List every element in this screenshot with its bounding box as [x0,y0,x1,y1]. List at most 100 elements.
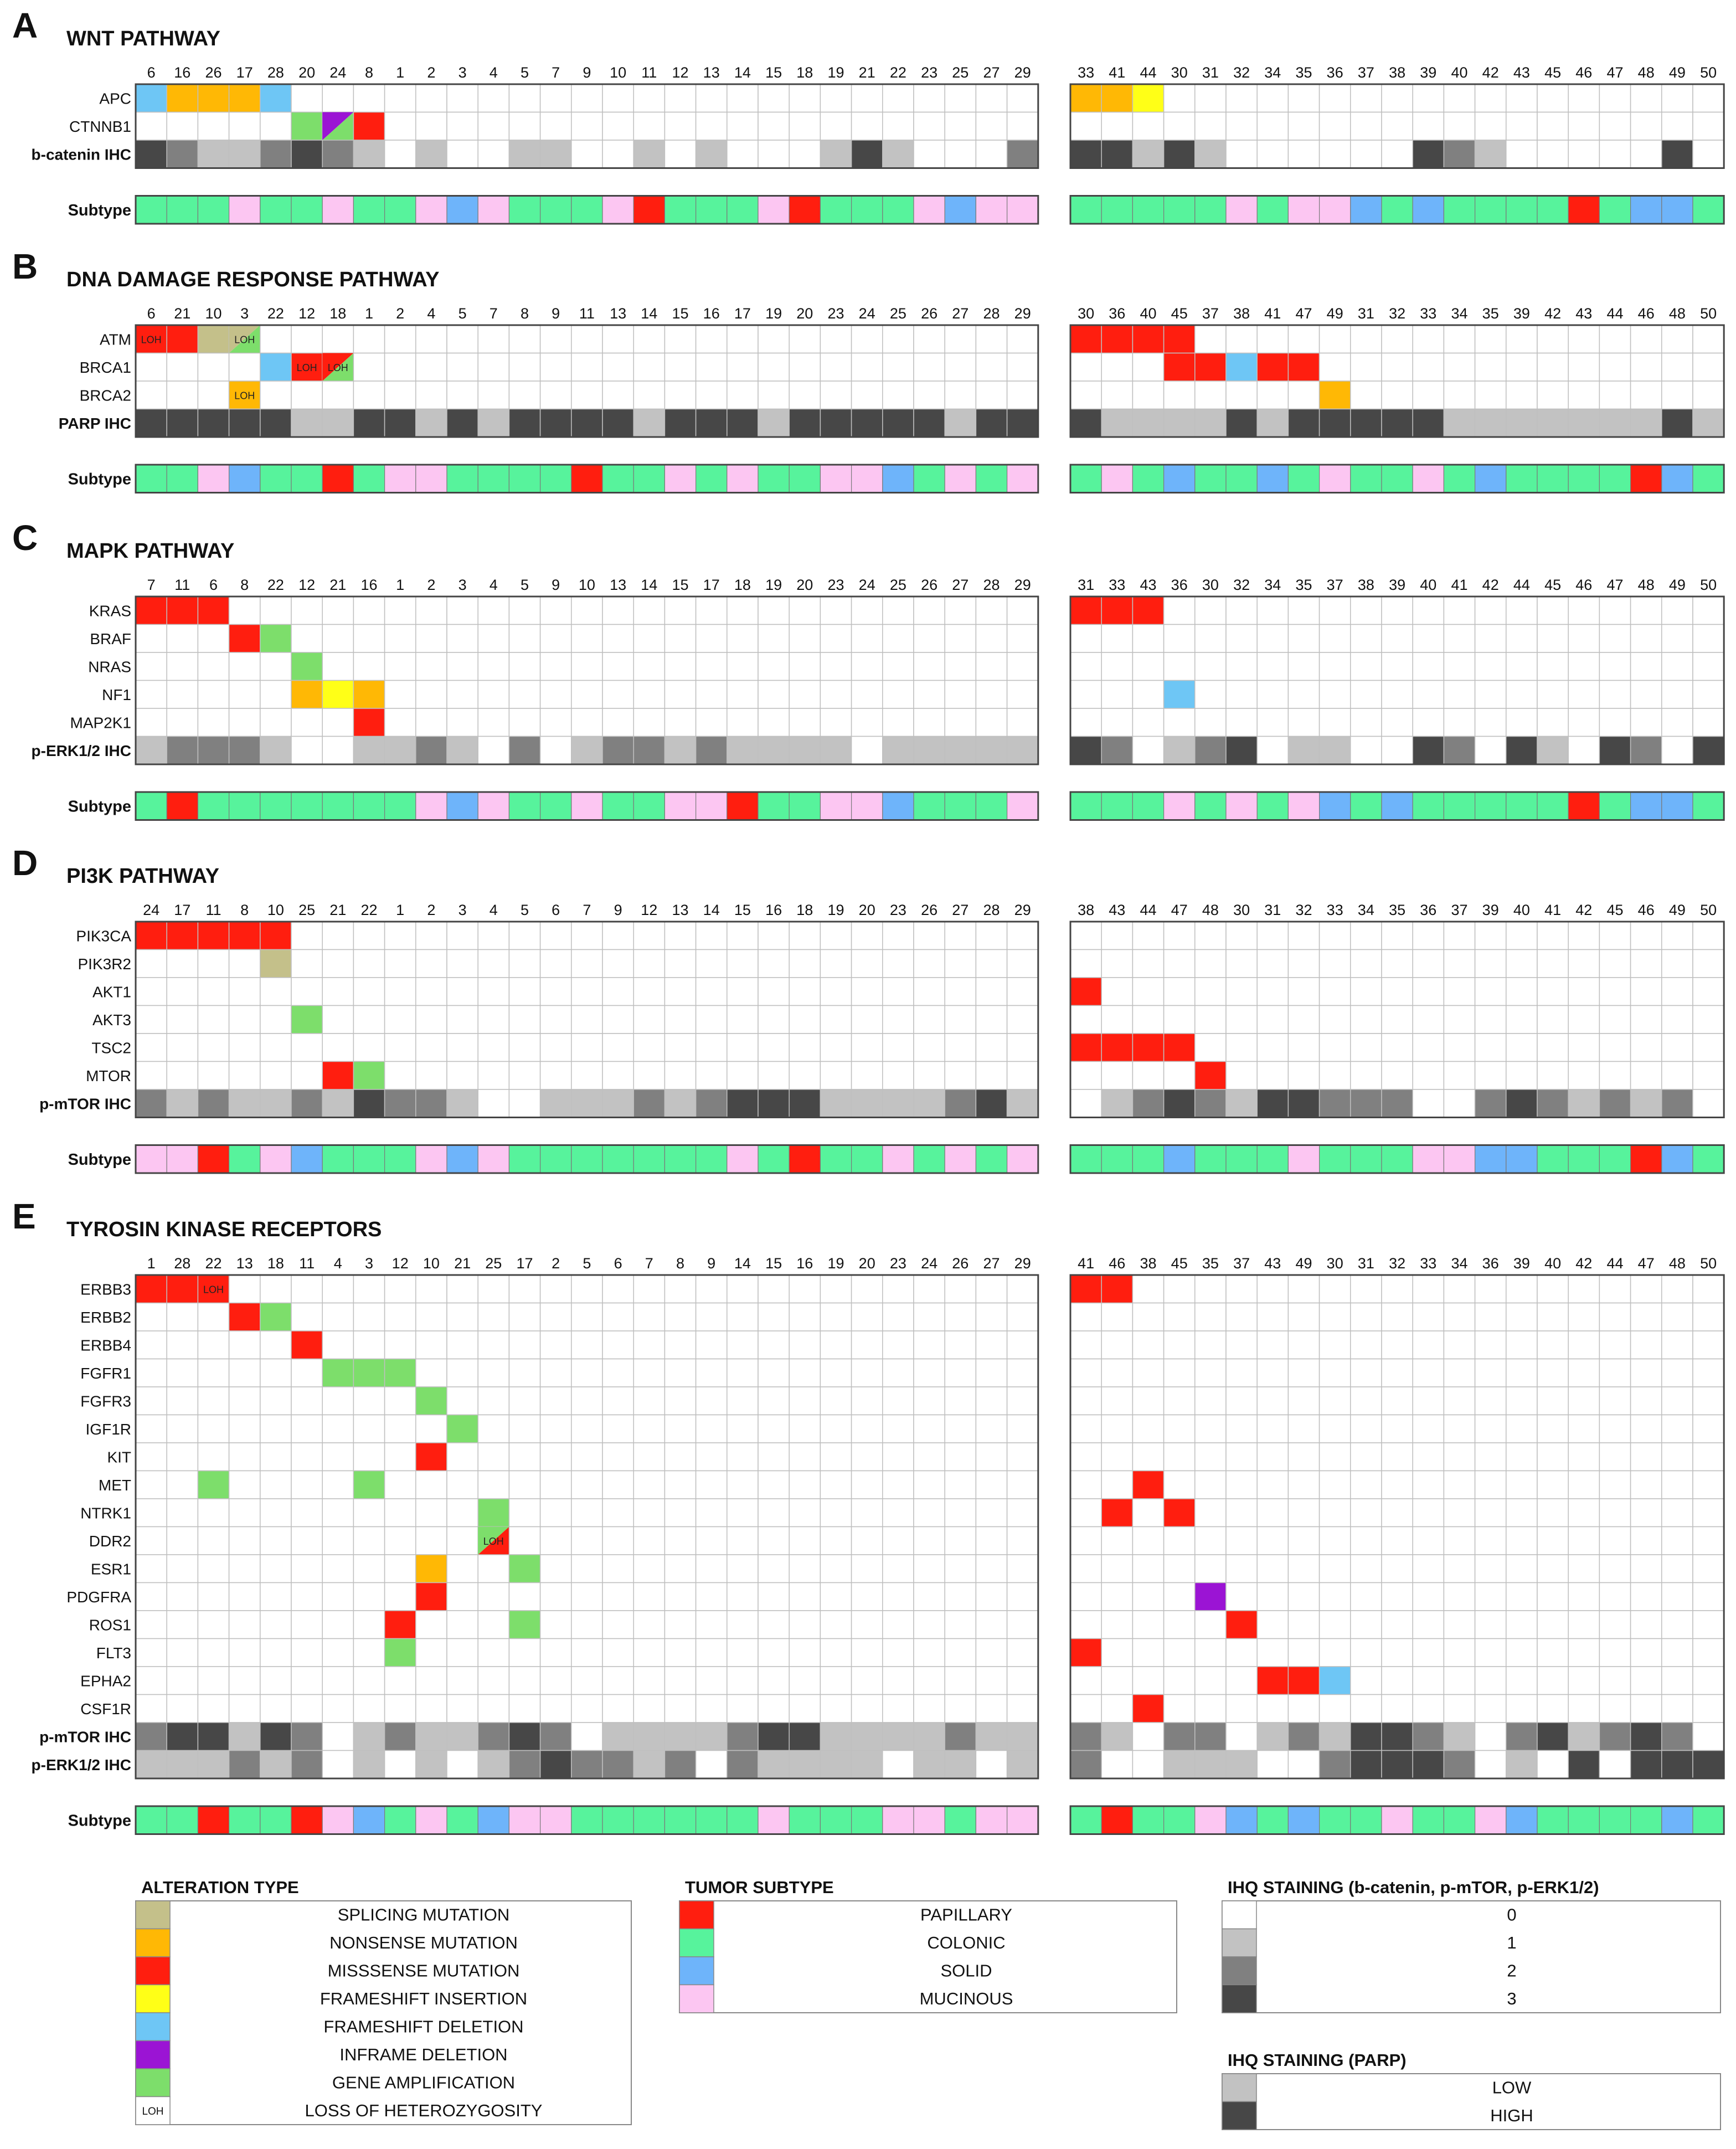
cell-erbb4-10 [415,1330,447,1360]
cell-erbb2-50 [1692,1302,1724,1331]
cell-mtor-20 [851,1061,883,1090]
cell-flt3-18 [260,1638,292,1667]
case-number-label: 35 [1389,902,1405,918]
cell-pik3r2-50 [1692,949,1724,978]
cell-apc-9 [571,84,603,113]
case-number-label: 10 [267,902,284,918]
cell-p-erk1-2-ihc-18 [260,1750,292,1779]
cell-nf1-4 [477,680,510,709]
cell-parp-ihc-49 [1318,408,1351,438]
cell-ddr2-21 [446,1526,478,1555]
cell-kit-26 [944,1442,977,1472]
cell-p-erk1-2-ihc-38 [1132,1750,1165,1779]
cell-igf1r-25 [477,1414,510,1443]
case-number-label: 11 [205,902,221,918]
cell-atm-23 [820,325,852,354]
cell-ntrk1-41 [1070,1498,1102,1528]
cell-ctnnb1-47 [1599,111,1631,141]
cell-met-9 [695,1470,728,1499]
cell-brca2-14 [633,381,666,410]
cell-fgfr3-32 [1381,1386,1413,1416]
cell-ctnnb1-29 [1006,111,1039,141]
subtype-cell-4 [477,791,510,821]
cell-nf1-32 [1225,680,1258,709]
cell-ntrk1-45 [1163,1498,1196,1528]
cell-kras-35 [1287,596,1320,625]
cell-erbb4-44 [1599,1330,1631,1360]
cell-ctnnb1-38 [1381,111,1413,141]
cell-parp-ihc-12 [291,408,323,438]
cell-ddr2-1 [135,1526,167,1555]
subtype-cell-27 [944,1144,976,1174]
cell-csf1r-29 [1006,1694,1039,1723]
cell-pdgfra-10 [415,1582,447,1611]
subtype-cell-31 [1070,791,1102,821]
cell-kit-41 [1070,1442,1102,1472]
cell-pik3r2-6 [539,949,572,978]
cell-ntrk1-14 [727,1498,759,1528]
cell-flt3-44 [1599,1638,1631,1667]
cell-tsc2-21 [322,1033,354,1062]
cell-pdgfra-28 [166,1582,199,1611]
cell-flt3-38 [1132,1638,1165,1667]
grid-border [135,324,1039,438]
case-number-label: 14 [734,64,751,81]
cell-p-erk1-2-ihc-25 [882,736,914,765]
subtype-cell-21 [322,1144,354,1174]
cell-p-erk1-2-ihc-6 [197,736,230,765]
cell-kras-27 [944,596,977,625]
cell-pdgfra-13 [228,1582,261,1611]
cell-pik3r2-46 [1630,949,1662,978]
cell-brca2-26 [913,381,945,410]
cell-braf-8 [228,624,261,653]
cell-met-47 [1630,1470,1662,1499]
cell-erbb4-3 [353,1330,385,1360]
cell-p-mtor-ihc-47 [1163,1089,1196,1118]
subtype-cell-50 [1692,1144,1724,1174]
subtype-cell-39 [1381,791,1413,821]
case-number-label: 47 [1638,1255,1655,1272]
cell-esr1-10 [415,1554,447,1584]
grid-block-right: 31 33 43 36 30 32 34 35 37 38 39 40 41 42 44 45 46 47 48 49… [1069,577,1725,821]
cell-braf-45 [1537,624,1569,653]
cell-p-mtor-ihc-42 [1568,1722,1600,1751]
cell-csf1r-26 [944,1694,977,1723]
cell-ros1-6 [602,1610,634,1639]
subtype-cell-47 [1163,1144,1196,1174]
cell-csf1r-27 [975,1694,1008,1723]
cell-kit-12 [384,1442,416,1472]
cell-kit-8 [664,1442,697,1472]
subtype-cell-49 [1287,1806,1320,1835]
cell-met-16 [789,1470,821,1499]
legend-swatch-missense [135,1956,171,1986]
cell-igf1r-37 [1225,1414,1258,1443]
cell-nf1-48 [1630,680,1662,709]
cell-brca2-1 [353,381,385,410]
cell-ros1-40 [1537,1610,1569,1639]
case-number-label: 25 [890,577,906,593]
cell-b-catenin-ihc-29 [1006,140,1039,169]
cell-tsc2-32 [1287,1033,1320,1062]
cell-mtor-27 [944,1061,977,1090]
cell-csf1r-43 [1256,1694,1289,1723]
case-number-label: 19 [827,1255,844,1272]
cell-csf1r-15 [758,1694,790,1723]
case-number-label: 1 [396,902,404,918]
cell-esr1-21 [446,1554,478,1584]
subtype-cell-16 [695,464,728,493]
cell-fgfr1-45 [1163,1358,1196,1387]
case-number-label: 26 [921,577,937,593]
legend-swatch-loh [135,2096,171,2125]
case-number-label: 7 [147,577,156,593]
panel-title: MAPK PATHWAY [66,539,234,563]
cell-erbb2-28 [166,1302,199,1331]
cell-atm-33 [1412,325,1445,354]
cell-p-erk1-2-ihc-29 [1006,1750,1039,1779]
case-number-label: 47 [1606,64,1623,81]
loh-marker: LOH [141,334,162,345]
cell-kit-2 [539,1442,572,1472]
cell-pik3r2-8 [228,949,261,978]
cell-nf1-31 [1070,680,1102,709]
cell-p-erk1-2-ihc-30 [1318,1750,1351,1779]
cell-epha2-8 [664,1666,697,1695]
